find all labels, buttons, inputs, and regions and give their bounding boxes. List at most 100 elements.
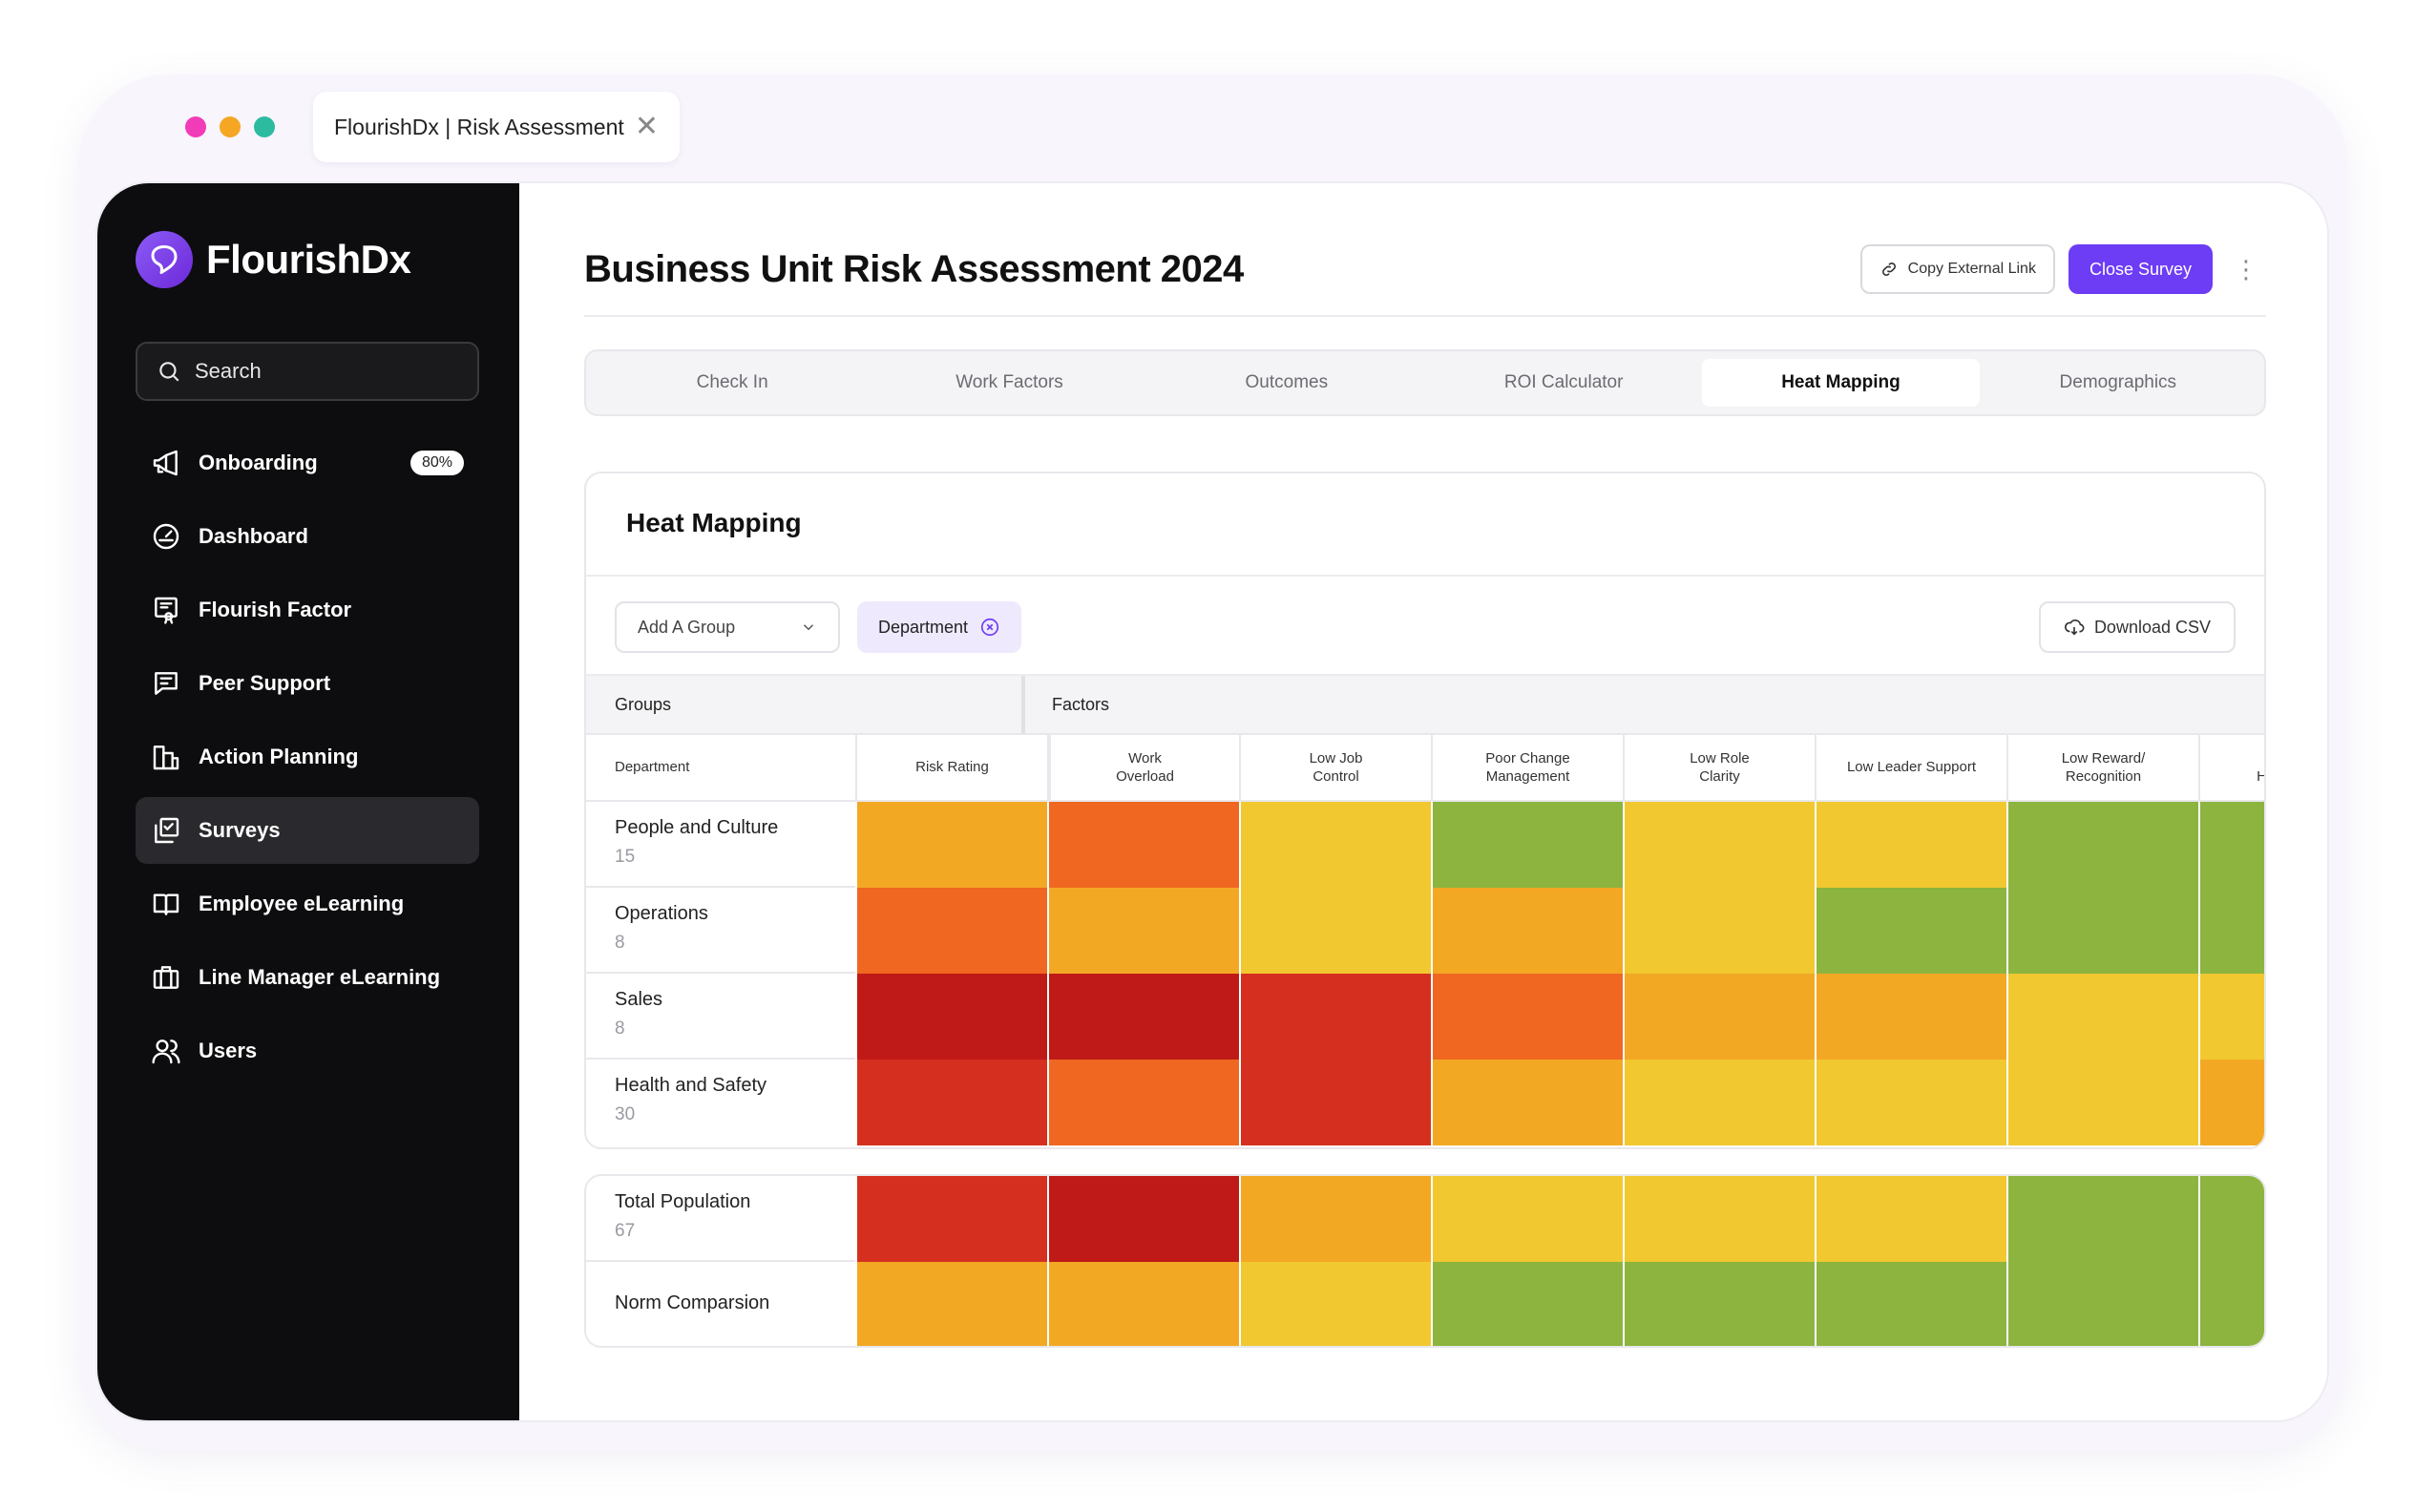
department-column-header: Department — [615, 759, 690, 776]
sidebar-item-flourish-factor[interactable]: Flourish Factor — [136, 577, 479, 643]
heat-cell[interactable] — [2006, 1060, 2198, 1145]
heat-cell[interactable] — [1239, 888, 1431, 974]
heat-cell[interactable] — [1431, 974, 1623, 1060]
heat-cell[interactable] — [1047, 1176, 1239, 1262]
row-label: Health and Safety 30 — [615, 1075, 766, 1125]
heat-cell[interactable] — [2198, 974, 2264, 1060]
table-row: Total Population 67 — [586, 1176, 2264, 1262]
heat-cell[interactable] — [2198, 1176, 2264, 1262]
heat-cell[interactable] — [1623, 974, 1815, 1060]
heat-cell[interactable] — [855, 888, 1047, 974]
sidebar-item-action-planning[interactable]: Action Planning — [136, 724, 479, 790]
sidebar-item-label: Onboarding — [199, 451, 318, 474]
close-icon[interactable]: ✕ — [634, 111, 659, 142]
browser-tab[interactable]: FlourishDx | Risk Assessment ✕ — [313, 92, 680, 162]
sidebar-item-label: Line Manager eLearning — [199, 965, 441, 989]
heat-cell[interactable] — [1431, 802, 1623, 888]
heat-cell[interactable] — [1623, 1176, 1815, 1262]
groups-header: Groups — [615, 695, 672, 714]
tab-roi-calculator[interactable]: ROI Calculator — [1503, 372, 1624, 392]
heat-cell[interactable] — [1239, 974, 1431, 1060]
heat-cell[interactable] — [2006, 1176, 2198, 1262]
copy-external-link-label: Copy External Link — [1907, 261, 2036, 277]
group-count: 8 — [615, 1018, 625, 1039]
progress-badge: 80% — [410, 451, 464, 475]
heat-cell[interactable] — [1047, 974, 1239, 1060]
tab-heat-mapping[interactable]: Heat Mapping — [1702, 359, 1980, 407]
heat-cell[interactable] — [2006, 1262, 2198, 1346]
heat-cell[interactable] — [2198, 802, 2264, 888]
gauge-icon — [153, 523, 179, 550]
heat-cell[interactable] — [2006, 802, 2198, 888]
remove-chip-icon[interactable] — [979, 617, 1000, 638]
heat-cell[interactable] — [855, 1262, 1047, 1346]
heat-cell[interactable] — [2198, 1262, 2264, 1346]
heat-cell[interactable] — [1815, 1262, 2006, 1346]
heat-cell[interactable] — [855, 802, 1047, 888]
heat-cell[interactable] — [1815, 802, 2006, 888]
sidebar-item-line-manager-elearning[interactable]: Line Manager eLearning — [136, 944, 479, 1011]
heat-cell[interactable] — [1431, 1176, 1623, 1262]
add-group-select[interactable]: Add A Group — [615, 601, 840, 653]
search-input[interactable]: Search — [136, 342, 479, 401]
heat-cell[interactable] — [1047, 888, 1239, 974]
heat-cell[interactable] — [1047, 1262, 1239, 1346]
sidebar-item-peer-support[interactable]: Peer Support — [136, 650, 479, 717]
factor-column-header: Low Reward/ Recognition — [2006, 735, 2198, 800]
group-count: 15 — [615, 847, 636, 867]
logo[interactable]: FlourishDx — [136, 231, 411, 288]
tab-outcomes[interactable]: Outcomes — [1245, 372, 1329, 392]
download-csv-button[interactable]: Download CSV — [2038, 601, 2236, 653]
heat-cell[interactable] — [1431, 1060, 1623, 1145]
tab-work-factors[interactable]: Work Factors — [956, 372, 1063, 392]
minimize-window-dot[interactable] — [220, 116, 241, 137]
heat-cell[interactable] — [1239, 1060, 1431, 1145]
heat-cell[interactable] — [2198, 1060, 2264, 1145]
header-actions: Copy External Link Close Survey ⋮ — [1859, 244, 2266, 294]
heat-cell[interactable] — [1431, 1262, 1623, 1346]
browser-tab-title: FlourishDx | Risk Assessment — [334, 114, 624, 139]
heat-cell[interactable] — [1239, 1262, 1431, 1346]
close-survey-button[interactable]: Close Survey — [2068, 244, 2213, 294]
sidebar-item-surveys[interactable]: Surveys — [136, 797, 479, 864]
logo-icon — [136, 231, 193, 288]
heatmap-rows: People and Culture 15 Operations 8 Sales 8 Hea… — [586, 802, 2264, 1145]
chevron-down-icon — [803, 624, 814, 631]
tab-check-in[interactable]: Check In — [696, 372, 768, 392]
heat-cell[interactable] — [855, 1060, 1047, 1145]
sidebar-item-dashboard[interactable]: Dashboard — [136, 503, 479, 570]
heat-cell[interactable] — [1047, 1060, 1239, 1145]
heat-cell[interactable] — [1431, 888, 1623, 974]
heat-cell[interactable] — [1815, 888, 2006, 974]
department-chip[interactable]: Department — [857, 601, 1022, 653]
maximize-window-dot[interactable] — [254, 116, 275, 137]
more-options-icon[interactable]: ⋮ — [2234, 255, 2258, 284]
heat-cell[interactable] — [1623, 802, 1815, 888]
heat-cell[interactable] — [2006, 974, 2198, 1060]
sidebar-item-onboarding[interactable]: Onboarding 80% — [136, 430, 479, 496]
copy-external-link-button[interactable]: Copy External Link — [1859, 244, 2055, 294]
heat-cell[interactable] — [1815, 974, 2006, 1060]
heat-mapping-card: Heat Mapping Add A Group Department Down… — [584, 472, 2266, 1149]
heat-cell[interactable] — [1623, 888, 1815, 974]
heat-cell[interactable] — [855, 974, 1047, 1060]
factors-header: Factors — [1052, 695, 1110, 714]
tab-demographics[interactable]: Demographics — [2059, 372, 2177, 392]
heat-cell[interactable] — [1047, 802, 1239, 888]
sidebar-item-employee-elearning[interactable]: Employee eLearning — [136, 871, 479, 937]
heat-cell[interactable] — [1815, 1060, 2006, 1145]
heat-cell[interactable] — [1239, 1176, 1431, 1262]
heat-cell[interactable] — [2006, 888, 2198, 974]
department-chip-label: Department — [878, 617, 969, 637]
download-csv-label: Download CSV — [2093, 617, 2211, 637]
heat-cell[interactable] — [1623, 1060, 1815, 1145]
sidebar-item-users[interactable]: Users — [136, 1018, 479, 1084]
heat-cell[interactable] — [1239, 802, 1431, 888]
heat-cell[interactable] — [1815, 1176, 2006, 1262]
group-name: Health and Safety — [615, 1075, 766, 1096]
sidebar-item-label: Peer Support — [199, 671, 331, 695]
close-window-dot[interactable] — [185, 116, 206, 137]
heat-cell[interactable] — [855, 1176, 1047, 1262]
heat-cell[interactable] — [1623, 1262, 1815, 1346]
heat-cell[interactable] — [2198, 888, 2264, 974]
